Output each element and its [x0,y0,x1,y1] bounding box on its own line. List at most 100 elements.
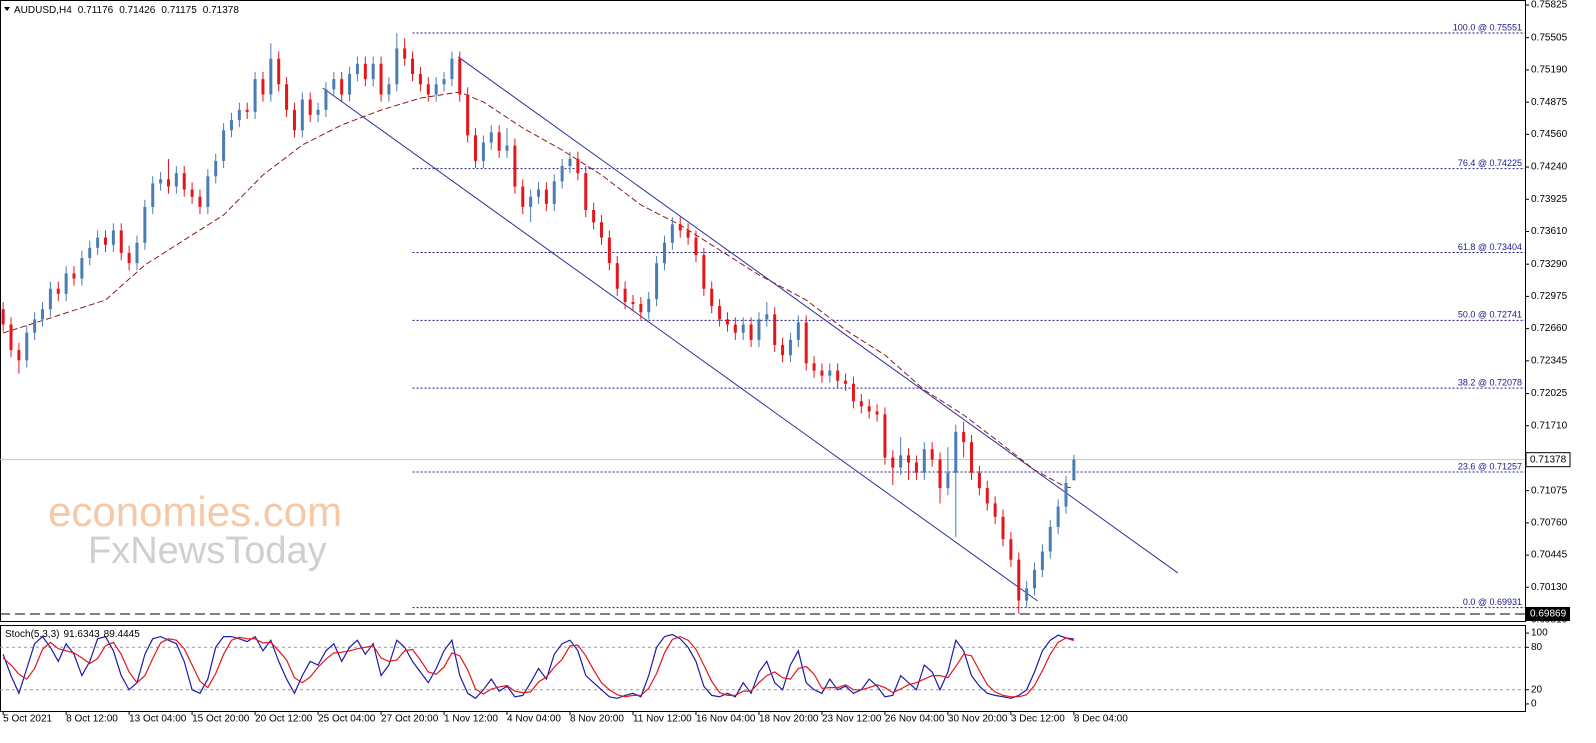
candle-body [88,247,92,259]
quote-value: 0.71378 [203,5,240,16]
y-tick-label: 0.71710 [1531,420,1568,431]
x-tick-label: 8 Dec 04:00 [1074,714,1128,725]
candle-body [387,84,391,95]
candle-body [765,314,769,320]
candle-body [993,503,997,517]
candle-body [607,237,611,264]
candle-body [859,401,863,407]
candle-body [41,309,45,320]
y-tick-label: 0 [1531,699,1537,710]
candle-body [804,322,808,364]
candle-body [237,109,241,121]
chart-header: AUDUSD,H4 0.71176 0.71426 0.71175 0.71378 [4,5,239,16]
x-tick-label: 30 Nov 20:00 [948,714,1008,725]
candle-body [513,145,517,187]
candle-body [245,109,249,112]
candle-body [930,449,934,460]
x-tick-label: 27 Oct 20:00 [381,714,439,725]
channel-line [457,56,1179,574]
fibo-label: 50.0 @ 0.72741 [1458,310,1522,320]
x-tick-label: 8 Nov 20:00 [570,714,624,725]
indicator-title: Stoch(5,3,3) 91.6343 89.4445 [5,629,140,640]
candle-body [17,350,21,361]
candle-body [1017,559,1021,601]
x-tick-label: 16 Nov 04:00 [696,714,756,725]
candle-body [521,186,525,207]
symbol: AUDUSD,H4 [14,5,72,16]
candle-body [466,94,470,136]
candle-body [332,79,336,90]
stoch-line [2,633,1074,700]
candle-body [773,314,777,345]
candle-body [781,344,785,356]
candle-body [867,406,871,412]
candle-body [1009,539,1013,560]
candle-body [977,472,981,489]
candle-body [907,455,911,463]
candle-body [96,237,100,248]
candle-body [914,462,918,473]
x-tick-label: 13 Oct 04:00 [129,714,187,725]
candle-body [757,319,761,340]
candle-body [686,230,690,238]
candle-body [403,48,407,59]
candle-body [505,145,509,151]
candle-body [206,176,210,207]
candle-body [214,160,218,177]
channel-line [322,87,1038,602]
candle-body [639,304,643,313]
candle-body [355,63,359,75]
candle-body [922,449,926,473]
y-tick-label: 0.74560 [1531,129,1568,140]
candle-body [135,242,139,264]
candle-body [127,252,131,264]
candle-body [899,455,903,468]
y-tick-label: 0.70760 [1531,518,1568,529]
candle-body [316,109,320,115]
x-tick-label: 3 Dec 12:00 [1011,714,1065,725]
candle-body [159,179,163,184]
candle-body [1033,569,1037,589]
watermark-text: FxNewsToday [88,530,327,572]
candle-body [1048,526,1052,552]
candle-body [552,181,556,204]
candle-body [9,324,13,351]
candle-body [442,79,446,85]
candle-body [1,309,5,325]
candle-body [363,63,367,80]
candle-body [623,288,627,303]
candle-body [308,99,312,115]
fibo-label: 76.4 @ 0.74225 [1458,158,1522,168]
candle-body [560,166,564,182]
candle-body [426,84,430,95]
y-tick-label: 100 [1531,628,1548,639]
candle-body [544,189,548,204]
candle-body [749,324,753,340]
quote-value: 0.71176 [78,5,114,16]
candle-body [599,222,603,238]
stoch-line [2,635,1075,698]
candle-body [56,288,60,294]
price-label: 0.69869 [1530,609,1567,620]
candle-body [702,254,706,289]
x-tick-label: 15 Oct 20:00 [192,714,250,725]
x-tick-label: 11 Nov 12:00 [633,714,692,725]
y-tick-label: 0.70130 [1531,582,1568,593]
candle-body [481,142,485,161]
y-tick-label: 0.74875 [1531,97,1568,108]
candle-body [954,431,958,473]
candle-body [497,132,501,151]
candle-body [48,288,52,310]
candle-body [844,380,848,384]
indicator-value: 91.6343 [63,629,100,640]
y-tick-label: 80 [1531,642,1543,653]
candle-body [80,258,84,279]
x-tick-label: 1 Nov 12:00 [444,714,498,725]
candle-body [166,179,170,187]
candle-body [489,132,493,143]
candle-body [820,370,824,376]
candle-body [474,135,478,161]
candle-body [292,109,296,131]
watermark: economies.com FxNewsToday [48,488,342,572]
